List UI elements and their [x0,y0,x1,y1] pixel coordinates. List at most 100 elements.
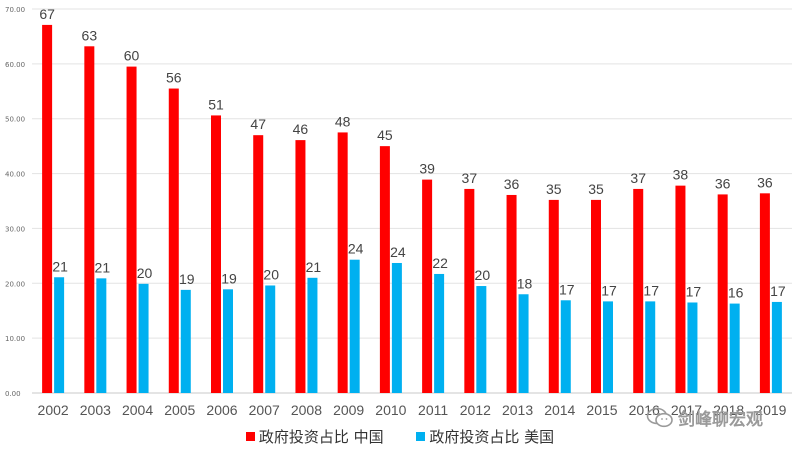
legend-label-usa: 政府投资占比 美国 [429,428,555,446]
x-tick-label: 2019 [755,402,786,418]
bar-china [464,188,475,393]
bar-china [717,194,728,393]
bar-china [633,188,644,393]
legend: 政府投资占比 中国 政府投资占比 美国 [0,426,800,447]
data-label-china: 36 [504,176,520,192]
data-label-china: 36 [757,174,773,190]
bar-china [591,199,601,393]
bar-china [422,179,433,393]
data-label-usa: 17 [601,282,617,298]
x-tick-label: 2015 [586,402,617,418]
y-tick-label: 20.00 [5,280,25,288]
data-label-china: 35 [588,181,604,197]
data-label-china: 38 [673,167,689,183]
bar-china [211,115,221,394]
data-label-usa: 17 [559,281,575,297]
data-label-usa: 24 [348,241,364,257]
bar-usa [645,301,656,393]
bar-china [548,199,559,393]
data-label-usa: 20 [137,265,153,281]
watermark-text: 剑峰聊宏观 [678,410,763,430]
data-label-usa: 24 [390,244,406,260]
data-label-usa: 17 [643,282,659,298]
x-tick-label: 2008 [291,402,322,418]
bar-usa [349,259,360,393]
bar-usa [476,286,487,393]
bar-usa [54,277,65,393]
watermark: 剑峰聊宏观 [646,405,763,430]
bar-china [506,194,517,393]
y-tick-label: 50.00 [5,116,25,124]
x-tick-label: 2004 [122,402,153,418]
data-label-usa: 21 [95,259,111,275]
bar-usa [729,303,740,393]
bar-usa [603,301,613,393]
x-tick-label: 2006 [206,402,237,418]
y-tick-label: 0.00 [5,390,21,398]
y-tick-label: 60.00 [5,61,25,69]
bar-usa [180,289,191,393]
bar-usa [687,302,698,393]
data-label-usa: 18 [517,275,533,291]
bar-china [295,140,306,393]
bar-usa [96,278,107,393]
bar-china [759,193,770,393]
wechat-icon [646,407,673,427]
x-tick-label: 2013 [502,402,533,418]
data-label-china: 39 [419,161,435,177]
legend-swatch-china [245,432,255,441]
data-label-china: 47 [250,116,266,132]
x-tick-label: 2010 [375,402,406,418]
data-label-china: 45 [377,127,393,143]
legend-label-china: 政府投资占比 中国 [258,428,384,446]
x-tick-label: 2016 [629,402,660,418]
data-label-usa: 21 [52,258,68,274]
bar-usa [307,277,318,393]
data-label-china: 37 [462,170,478,186]
bar-usa [223,289,233,393]
data-label-usa: 16 [728,285,744,301]
data-label-china: 35 [546,181,562,197]
bar-china [168,88,179,394]
y-tick-label: 10.00 [5,335,25,343]
data-label-usa: 19 [221,270,237,286]
data-label-usa: 20 [263,266,279,282]
legend-item-usa: 政府投资占比 美国 [416,426,554,447]
x-tick-label: 2014 [544,402,575,418]
bar-usa [265,285,276,393]
x-tick-label: 2007 [249,402,280,418]
data-label-usa: 17 [686,283,702,299]
bar-china [253,135,264,393]
data-label-china: 46 [293,121,309,137]
bar-china [42,24,53,394]
data-label-china: 36 [715,175,731,191]
bar-china [126,66,137,393]
legend-item-china: 政府投资占比 中国 [245,426,384,447]
bar-usa [138,283,149,393]
x-tick-label: 2012 [460,402,491,418]
data-label-usa: 22 [432,255,448,271]
bar-usa [518,294,529,393]
data-label-china: 37 [630,170,646,186]
data-label-usa: 21 [306,259,322,275]
bar-usa [771,301,782,393]
y-tick-label: 40.00 [5,171,25,179]
bar-china [84,46,95,393]
bar-usa [560,300,571,393]
data-label-usa: 17 [770,283,786,299]
data-label-usa: 20 [475,267,491,283]
bar-china [337,132,348,393]
x-tick-label: 2003 [80,402,111,418]
bar-china [379,146,390,393]
data-label-usa: 19 [179,271,195,287]
bar-usa [434,273,445,393]
data-label-china: 51 [208,96,224,112]
y-tick-label: 30.00 [5,225,25,233]
x-tick-label: 2009 [333,402,364,418]
data-label-china: 67 [39,6,55,22]
data-label-china: 60 [124,48,140,64]
x-tick-label: 2011 [418,402,448,418]
data-label-china: 63 [82,27,98,43]
legend-swatch-usa [416,432,426,441]
